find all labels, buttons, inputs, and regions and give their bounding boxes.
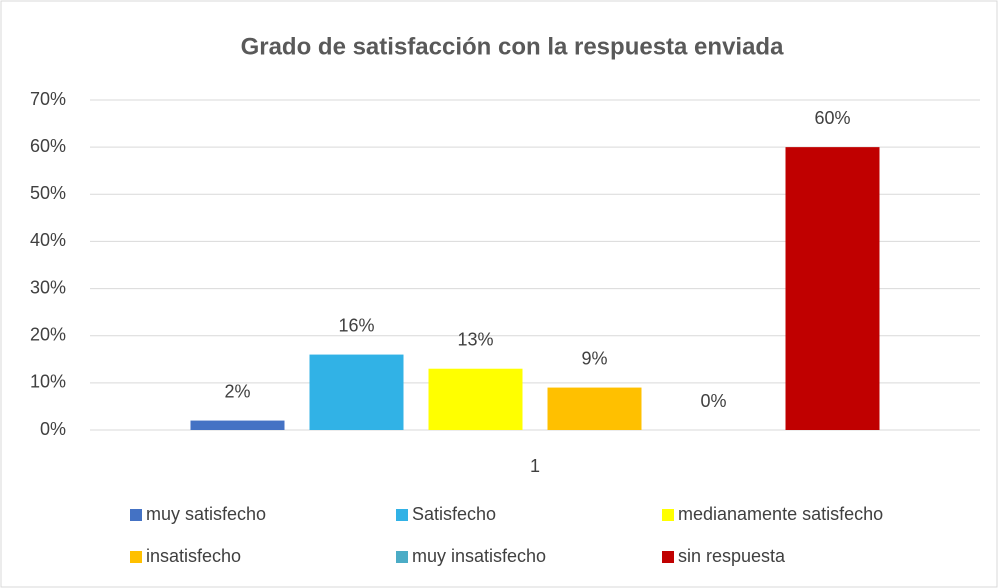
legend-label: insatisfecho: [146, 546, 241, 566]
x-tick-label: 1: [530, 456, 540, 476]
y-tick-label: 70%: [30, 89, 66, 109]
bar: [428, 368, 523, 430]
y-tick-label: 60%: [30, 136, 66, 156]
data-label: 2%: [224, 381, 250, 401]
legend-label: Satisfecho: [412, 504, 496, 524]
legend-swatch: [130, 551, 142, 563]
y-tick-label: 20%: [30, 324, 66, 344]
bar: [547, 387, 642, 430]
legend-swatch: [662, 509, 674, 521]
data-label: 60%: [814, 108, 850, 128]
data-label: 13%: [457, 329, 493, 349]
legend-swatch: [396, 509, 408, 521]
bar: [309, 354, 404, 430]
legend-label: medianamente satisfecho: [678, 504, 883, 524]
y-tick-label: 0%: [40, 419, 66, 439]
y-tick-label: 10%: [30, 372, 66, 392]
legend-swatch: [396, 551, 408, 563]
data-label: 16%: [338, 315, 374, 335]
chart-title: Grado de satisfacción con la respuesta e…: [241, 33, 785, 60]
legend-label: muy insatisfecho: [412, 546, 546, 566]
bar: [190, 420, 285, 430]
legend-label: muy satisfecho: [146, 504, 266, 524]
legend-swatch: [662, 551, 674, 563]
data-label: 0%: [700, 391, 726, 411]
y-tick-label: 40%: [30, 230, 66, 250]
legend-label: sin respuesta: [678, 546, 786, 566]
bar: [785, 147, 880, 430]
data-label: 9%: [581, 348, 607, 368]
y-tick-label: 50%: [30, 183, 66, 203]
y-tick-label: 30%: [30, 277, 66, 297]
legend-swatch: [130, 509, 142, 521]
